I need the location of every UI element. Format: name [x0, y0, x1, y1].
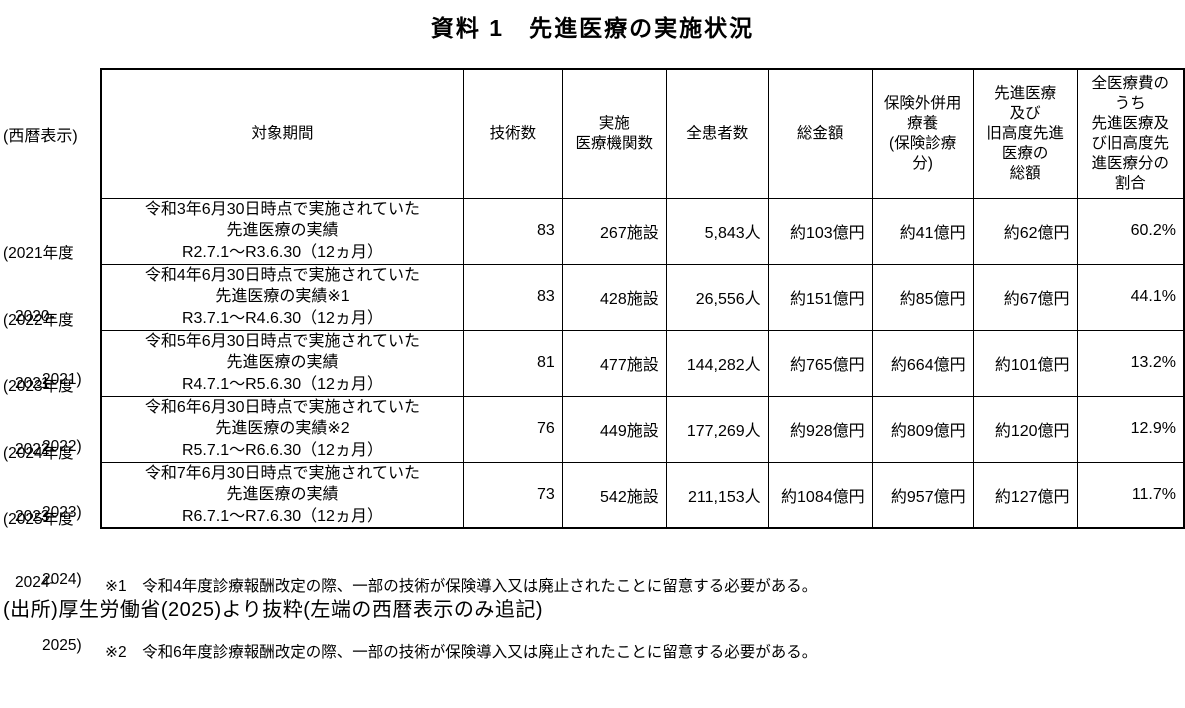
year-label-line: 2021): [42, 371, 82, 388]
year-label-line: (2024年度: [3, 445, 74, 462]
period-cell: 令和5年6月30日時点で実施されていた 先進医療の実績 R4.7.1～R5.6.…: [100, 329, 464, 397]
year-label-line: (2025年度: [3, 511, 74, 528]
period-cell: 令和6年6月30日時点で実施されていた 先進医療の実績※2 R5.7.1～R6.…: [100, 395, 464, 463]
col-header-period: 対象期間: [100, 68, 464, 199]
total-amount-cell: 約765億円: [767, 329, 873, 397]
col-header-institutions: 実施 医療機関数: [561, 68, 667, 199]
footnote-2: ※2 令和6年度診療報酬改定の際、一部の技術が保険導入又は廃止されたことに留意す…: [105, 644, 818, 661]
advanced-total-cell: 約120億円: [972, 395, 1078, 463]
period-cell: 令和7年6月30日時点で実施されていた 先進医療の実績 R6.7.1～R7.6.…: [100, 461, 464, 529]
year-label-line: (2022年度: [3, 312, 74, 329]
year-label-row4: (2024年度 2023- 2024): [3, 401, 100, 632]
year-label-row2: (2022年度 2021- 2022): [3, 268, 100, 499]
institutions-cell: 449施設: [561, 395, 667, 463]
total-amount-cell: 約103億円: [767, 197, 873, 265]
ratio-cell: 60.2%: [1076, 197, 1185, 265]
year-label-line: 2025): [42, 637, 82, 654]
institutions-cell: 542施設: [561, 461, 667, 529]
ratio-cell: 11.7%: [1076, 461, 1185, 529]
oop-care-cell: 約664億円: [871, 329, 974, 397]
advanced-total-cell: 約127億円: [972, 461, 1078, 529]
table-row-4: 令和6年6月30日時点で実施されていた 先進医療の実績※2 R5.7.1～R6.…: [100, 395, 1185, 463]
period-cell: 令和4年6月30日時点で実施されていた 先進医療の実績※1 R3.7.1～R4.…: [100, 263, 464, 331]
year-label-line: 2023): [42, 504, 82, 521]
institutions-cell: 477施設: [561, 329, 667, 397]
year-label-line: 2024): [42, 571, 82, 588]
ratio-cell: 44.1%: [1076, 263, 1185, 331]
gutter-header-label: (西暦表示): [3, 128, 78, 145]
advanced-total-cell: 約101億円: [972, 329, 1078, 397]
patients-cell: 5,843人: [665, 197, 769, 265]
advanced-medical-care-table: 対象期間 技術数 実施 医療機関数 全患者数 総金額 保険外併用 療養 (保険診…: [100, 68, 1185, 529]
techniques-cell: 81: [462, 329, 563, 397]
oop-care-cell: 約85億円: [871, 263, 974, 331]
year-label-line: 2022-: [15, 441, 55, 458]
oop-care-cell: 約957億円: [871, 461, 974, 529]
total-amount-cell: 約928億円: [767, 395, 873, 463]
ratio-cell: 12.9%: [1076, 395, 1185, 463]
period-cell: 令和3年6月30日時点で実施されていた 先進医療の実績 R2.7.1～R3.6.…: [100, 197, 464, 265]
table-row-3: 令和5年6月30日時点で実施されていた 先進医療の実績 R4.7.1～R5.6.…: [100, 329, 1185, 397]
table-row-2: 令和4年6月30日時点で実施されていた 先進医療の実績※1 R3.7.1～R4.…: [100, 263, 1185, 331]
year-label-line: 2024-: [15, 574, 55, 591]
advanced-total-cell: 約67億円: [972, 263, 1078, 331]
col-header-oop-care: 保険外併用 療養 (保険診療 分): [871, 68, 974, 199]
techniques-cell: 73: [462, 461, 563, 529]
col-header-total-amount: 総金額: [767, 68, 873, 199]
year-label-row3: (2023年度 2022- 2023): [3, 334, 100, 565]
year-label-line: (2023年度: [3, 378, 74, 395]
patients-cell: 144,282人: [665, 329, 769, 397]
total-amount-cell: 約1084億円: [767, 461, 873, 529]
page: 資料 1 先進医療の実施状況 (西暦表示) (2021年度 2020- 2021…: [3, 15, 1185, 661]
total-amount-cell: 約151億円: [767, 263, 873, 331]
year-label-row5: (2025年度 2024- 2025): [3, 467, 100, 698]
oop-care-cell: 約41億円: [871, 197, 974, 265]
patients-cell: 177,269人: [665, 395, 769, 463]
techniques-cell: 83: [462, 263, 563, 331]
header-row: 対象期間 技術数 実施 医療機関数 全患者数 総金額 保険外併用 療養 (保険診…: [100, 68, 1185, 199]
table-row-1: 令和3年6月30日時点で実施されていた 先進医療の実績 R2.7.1～R3.6.…: [100, 197, 1185, 265]
patients-cell: 211,153人: [665, 461, 769, 529]
year-label-line: 2021-: [15, 375, 55, 392]
col-header-advanced-total: 先進医療 及び 旧高度先進 医療の 総額: [972, 68, 1078, 199]
advanced-total-cell: 約62億円: [972, 197, 1078, 265]
col-header-techniques: 技術数: [462, 68, 563, 199]
year-label-line: 2023-: [15, 508, 55, 525]
year-label-row1: (2021年度 2020- 2021): [3, 201, 100, 432]
patients-cell: 26,556人: [665, 263, 769, 331]
institutions-cell: 267施設: [561, 197, 667, 265]
source-note: (出所)厚生労働省(2025)より抜粋(左端の西暦表示のみ追記): [3, 599, 544, 621]
page-title: 資料 1 先進医療の実施状況: [430, 15, 755, 41]
year-label-line: 2020-: [15, 308, 55, 325]
year-label-line: (2021年度: [3, 245, 74, 262]
col-header-patients: 全患者数: [665, 68, 769, 199]
col-header-ratio: 全医療費の うち 先進医療及 び旧高度先 進医療分の 割合: [1076, 68, 1185, 199]
techniques-cell: 83: [462, 197, 563, 265]
oop-care-cell: 約809億円: [871, 395, 974, 463]
techniques-cell: 76: [462, 395, 563, 463]
institutions-cell: 428施設: [561, 263, 667, 331]
ratio-cell: 13.2%: [1076, 329, 1185, 397]
table-row-5: 令和7年6月30日時点で実施されていた 先進医療の実績 R6.7.1～R7.6.…: [100, 461, 1185, 529]
year-label-line: 2022): [42, 438, 82, 455]
footnote-1: ※1 令和4年度診療報酬改定の際、一部の技術が保険導入又は廃止されたことに留意す…: [105, 578, 818, 595]
